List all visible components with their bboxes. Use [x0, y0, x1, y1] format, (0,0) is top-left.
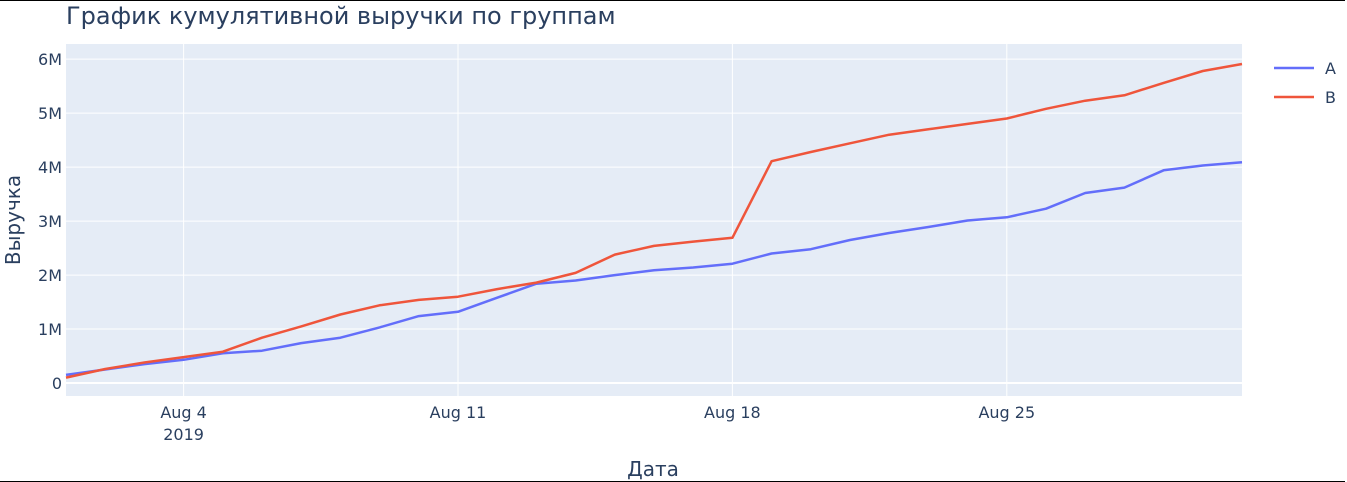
x-tick-label: Aug 4 [160, 403, 207, 422]
y-tick-label: 5M [38, 104, 62, 123]
y-tick-label: 0 [52, 374, 62, 393]
x-axis-ticks: Aug 4 2019 Aug 11 Aug 18 Aug 25 [160, 403, 1035, 444]
plot-area [66, 44, 1242, 396]
y-tick-label: 3M [38, 212, 62, 231]
series-line-a [65, 160, 1243, 377]
chart-title: График кумулятивной выручки по группам [66, 2, 616, 30]
x-tick-sublabel: 2019 [163, 425, 204, 444]
y-tick-label: 2M [38, 266, 62, 285]
series-lines [65, 62, 1243, 379]
y-axis-ticks: 0 1M 2M 3M 4M 5M 6M [38, 50, 62, 393]
y-tick-label: 1M [38, 320, 62, 339]
legend-label-b: B [1325, 88, 1336, 107]
legend: AB [1274, 59, 1336, 107]
y-tick-label: 6M [38, 50, 62, 69]
x-tick-label: Aug 25 [978, 403, 1035, 422]
series-line-b [65, 62, 1243, 379]
grid-lines [66, 44, 1242, 396]
y-tick-label: 4M [38, 158, 62, 177]
x-tick-label: Aug 11 [430, 403, 487, 422]
legend-label-a: A [1325, 59, 1336, 78]
x-tick-label: Aug 18 [704, 403, 761, 422]
x-axis-title: Дата [627, 457, 679, 481]
y-axis-title: Выручка [1, 175, 25, 265]
